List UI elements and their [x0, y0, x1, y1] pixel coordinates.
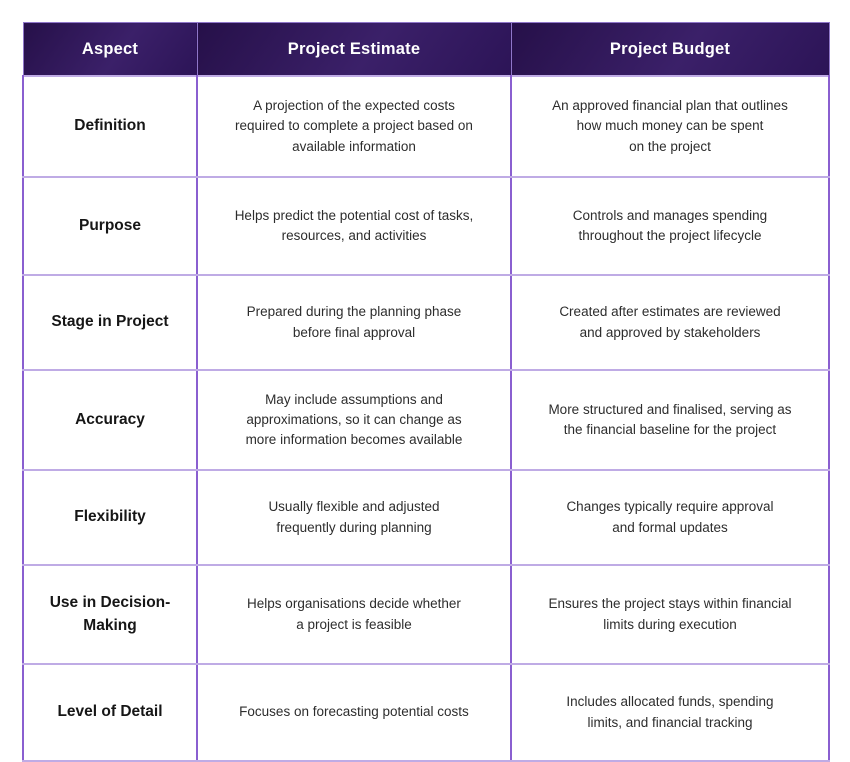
table-row-use-in-decision-making: Use in Decision- Making Helps organisati… [22, 564, 830, 665]
table-row-purpose: Purpose Helps predict the potential cost… [22, 176, 830, 276]
budget-cell: An approved financial plan that outlines… [510, 75, 830, 178]
budget-cell: More structured and finalised, serving a… [510, 369, 830, 471]
estimate-cell: Focuses on forecasting potential costs [196, 663, 512, 762]
table-body: Definition A projection of the expected … [22, 75, 830, 762]
table-row-stage-in-project: Stage in Project Prepared during the pla… [22, 274, 830, 371]
aspect-label: Stage in Project [22, 274, 198, 371]
budget-cell: Changes typically require approval and f… [510, 469, 830, 566]
estimate-cell: Helps organisations decide whether a pro… [196, 564, 512, 665]
aspect-label: Use in Decision- Making [22, 564, 198, 665]
table-row-level-of-detail: Level of Detail Focuses on forecasting p… [22, 663, 830, 762]
table-row-accuracy: Accuracy May include assumptions and app… [22, 369, 830, 471]
estimate-cell: Usually flexible and adjusted frequently… [196, 469, 512, 566]
estimate-cell: Helps predict the potential cost of task… [196, 176, 512, 276]
aspect-label: Purpose [22, 176, 198, 276]
budget-cell: Created after estimates are reviewed and… [510, 274, 830, 371]
budget-cell: Includes allocated funds, spending limit… [510, 663, 830, 762]
table-row-flexibility: Flexibility Usually flexible and adjuste… [22, 469, 830, 566]
aspect-label: Definition [22, 75, 198, 178]
table-header: Aspect Project Estimate Project Budget [22, 22, 830, 77]
header-row: Aspect Project Estimate Project Budget [22, 22, 830, 77]
aspect-label: Accuracy [22, 369, 198, 471]
estimate-cell: May include assumptions and approximatio… [196, 369, 512, 471]
comparison-table: Aspect Project Estimate Project Budget D… [22, 22, 830, 762]
budget-cell: Ensures the project stays within financi… [510, 564, 830, 665]
comparison-table-container: Aspect Project Estimate Project Budget D… [22, 22, 830, 762]
budget-cell: Controls and manages spending throughout… [510, 176, 830, 276]
column-header-aspect: Aspect [22, 22, 198, 77]
aspect-label: Level of Detail [22, 663, 198, 762]
table-row-definition: Definition A projection of the expected … [22, 75, 830, 178]
estimate-cell: Prepared during the planning phase befor… [196, 274, 512, 371]
estimate-cell: A projection of the expected costs requi… [196, 75, 512, 178]
aspect-label: Flexibility [22, 469, 198, 566]
column-header-project-budget: Project Budget [510, 22, 830, 77]
column-header-project-estimate: Project Estimate [196, 22, 512, 77]
